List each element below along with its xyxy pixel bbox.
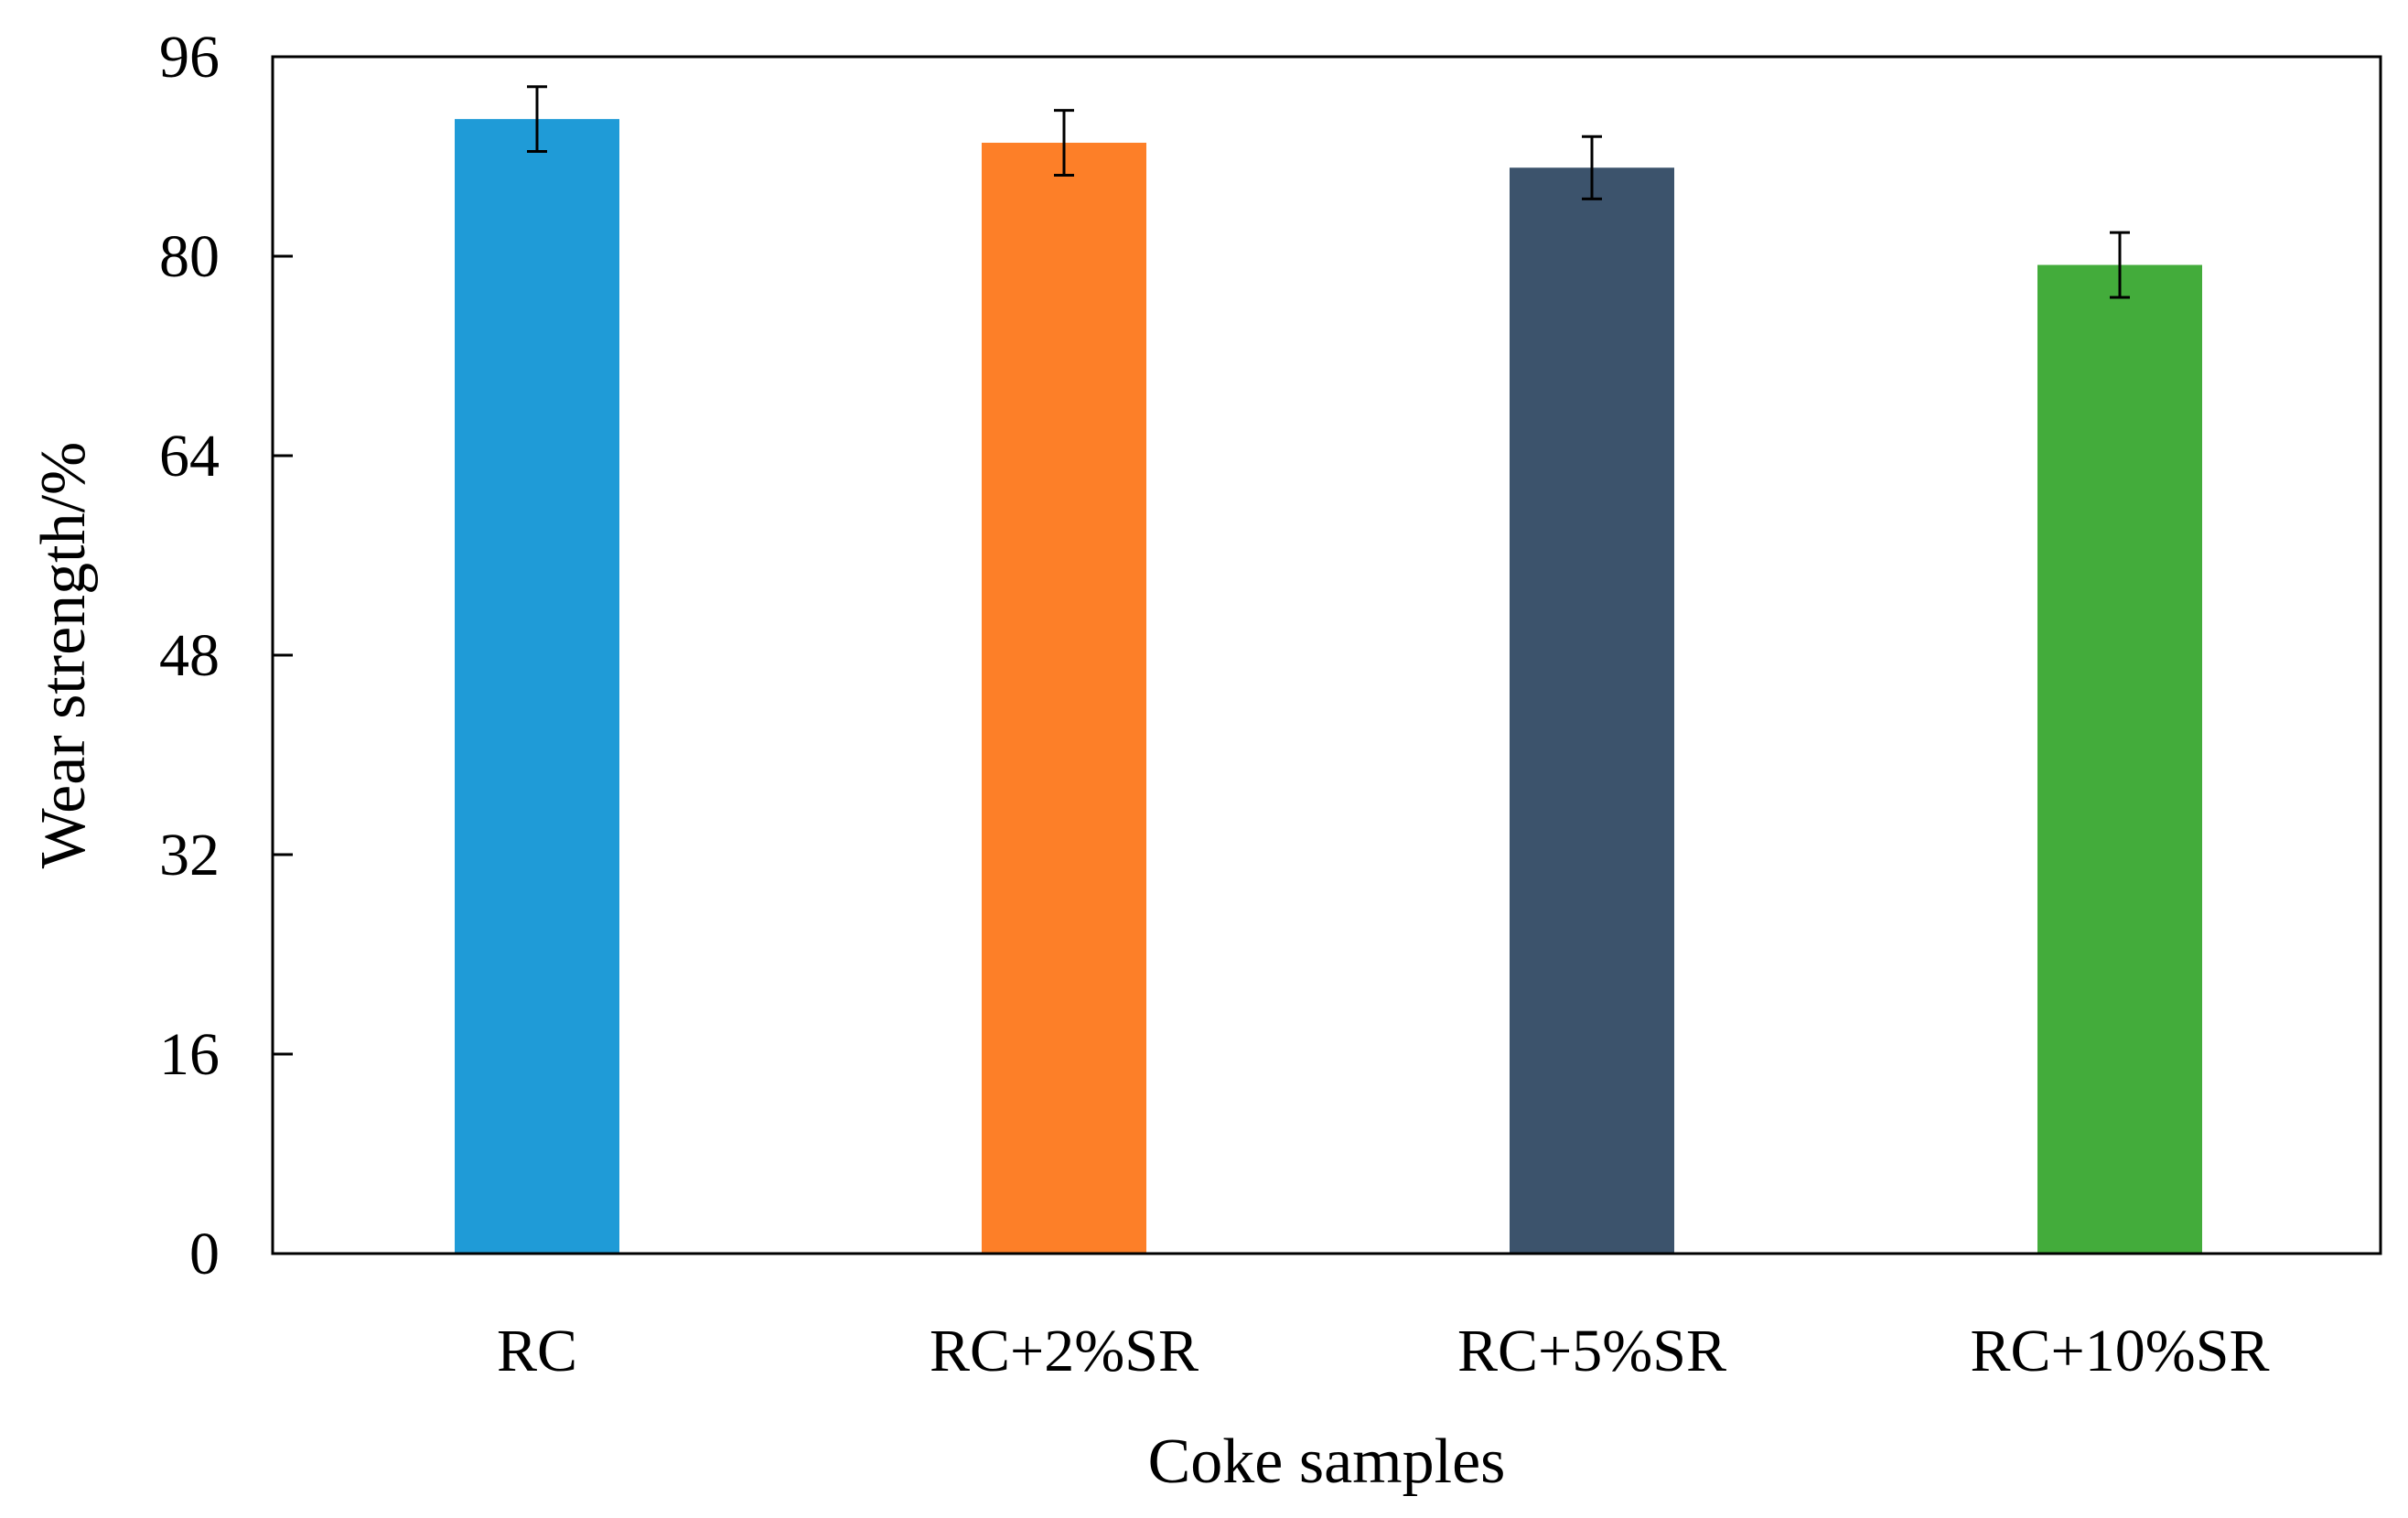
bar-3 bbox=[2037, 264, 2202, 1254]
y-axis-title: Wear strength/% bbox=[28, 442, 99, 869]
y-tick-label-3: 48 bbox=[159, 622, 220, 689]
x-tick-label-3: RC+10%SR bbox=[1971, 1318, 2270, 1384]
y-axis-ticks: 0 16 32 48 64 80 96 bbox=[159, 24, 293, 1287]
error-bar-2 bbox=[1582, 135, 1602, 200]
x-tick-label-1: RC+2%SR bbox=[930, 1318, 1199, 1384]
bar-1 bbox=[982, 143, 1146, 1254]
error-bar-1 bbox=[1054, 109, 1074, 177]
error-bar-0 bbox=[527, 85, 547, 154]
error-bars-layer bbox=[527, 85, 2130, 299]
y-tick-label-4: 64 bbox=[159, 423, 220, 490]
y-tick-label-0: 0 bbox=[189, 1221, 220, 1287]
x-tick-label-0: RC bbox=[497, 1318, 577, 1384]
bar-0 bbox=[455, 119, 619, 1254]
x-axis-labels: RC RC+2%SR RC+5%SR RC+10%SR bbox=[497, 1318, 2270, 1384]
bar-2 bbox=[1510, 167, 1674, 1254]
y-tick-label-1: 16 bbox=[159, 1021, 220, 1088]
error-bar-3 bbox=[2110, 231, 2130, 299]
x-tick-label-2: RC+5%SR bbox=[1457, 1318, 1726, 1384]
y-tick-label-2: 32 bbox=[159, 822, 220, 888]
x-axis-title: Coke samples bbox=[1148, 1426, 1506, 1497]
bars-layer bbox=[455, 119, 2202, 1254]
y-tick-label-5: 80 bbox=[159, 223, 220, 290]
y-tick-label-6: 96 bbox=[159, 24, 220, 91]
